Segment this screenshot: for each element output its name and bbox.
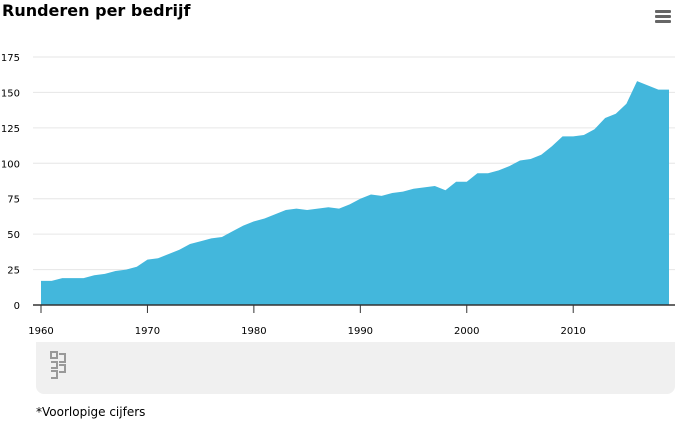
menu-button[interactable] <box>651 6 675 26</box>
y-tick-label: 150 <box>1 88 20 99</box>
footnote: *Voorlopige cijfers <box>36 405 146 419</box>
x-tick-label: 2000 <box>454 326 479 337</box>
chart: 0 25 50 75 100 125 150 175 1960 1970 1980 1990 2000… <box>1 53 675 337</box>
logo-panel <box>36 342 675 394</box>
chart-title: Runderen per bedrijf <box>2 1 191 20</box>
y-tick-label: 75 <box>7 195 20 206</box>
y-axis-ticks: 0 25 50 75 100 125 150 175 <box>1 53 20 312</box>
y-tick-label: 0 <box>14 301 20 312</box>
y-tick-label: 125 <box>1 124 20 135</box>
x-tick-label: 1990 <box>348 326 373 337</box>
y-tick-label: 175 <box>1 53 20 64</box>
y-tick-label: 50 <box>7 230 20 241</box>
area-series <box>41 81 669 305</box>
x-axis-ticks: 1960 1970 1980 1990 2000 2010 <box>28 305 586 337</box>
area-series-path <box>41 81 669 305</box>
y-tick-label: 25 <box>7 266 20 277</box>
cbs-logo-icon <box>50 351 66 379</box>
x-tick-label: 1960 <box>28 326 53 337</box>
x-tick-label: 1980 <box>241 326 266 337</box>
y-tick-label: 100 <box>1 159 20 170</box>
x-tick-label: 2010 <box>560 326 585 337</box>
x-tick-label: 1970 <box>135 326 160 337</box>
